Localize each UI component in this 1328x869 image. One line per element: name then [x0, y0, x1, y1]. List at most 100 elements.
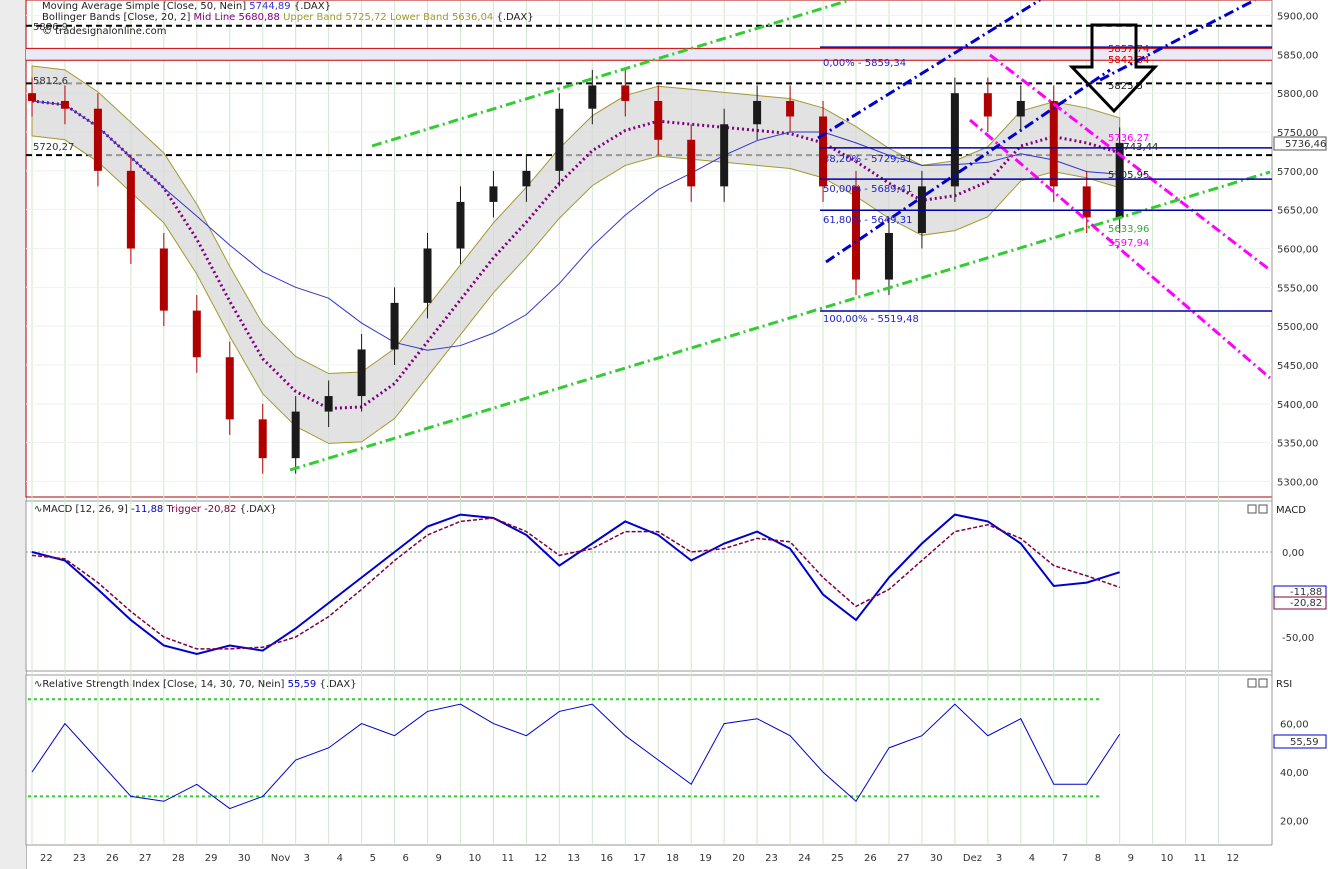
candle-body: [753, 100, 762, 125]
candle-body: [819, 116, 828, 187]
time-tick-label: 10: [468, 853, 481, 864]
candle-body: [324, 396, 333, 412]
time-tick-label: 5: [370, 853, 376, 864]
candle-body: [225, 357, 234, 420]
candle-body: [1049, 100, 1058, 187]
price-mark-1: 5857,74: [1108, 44, 1149, 55]
macd-header: ∿MACD [12, 26, 9] -11,88 Trigger -20,82 …: [34, 504, 277, 515]
left-label-2: 5886,9: [33, 22, 68, 33]
macd-trigger-line: [31, 517, 1120, 650]
blue-channel-upper: [817, 0, 1041, 140]
time-tick-label: 25: [831, 853, 844, 864]
candle-body: [126, 170, 135, 249]
macd-tick-label: -50,00: [1282, 633, 1314, 644]
candle-body: [60, 100, 69, 109]
candle-body: [258, 419, 267, 459]
macd-axis-title: MACD: [1276, 505, 1306, 516]
candle-body: [555, 108, 564, 171]
time-tick-label: 4: [337, 853, 343, 864]
svg-text:-20,82: -20,82: [1290, 598, 1322, 609]
last-macd-badge: -11,88: [1273, 585, 1327, 599]
sma-header: Moving Average Simple [Close, 50, Nein] …: [42, 1, 331, 12]
candle-body: [654, 100, 663, 140]
svg-text:55,59: 55,59: [1290, 737, 1319, 748]
candle-body: [357, 349, 366, 397]
magenta-channel-upper: [989, 53, 1271, 272]
time-tick-label: 8: [1095, 853, 1101, 864]
time-tick-label: 12: [534, 853, 547, 864]
time-tick-label: 3: [996, 853, 1002, 864]
last-trigger-badge: -20,82: [1273, 596, 1327, 610]
time-tick-label: Dez: [963, 853, 982, 864]
time-tick-label: Nov: [271, 853, 291, 864]
axis-layer: 22 23 26 27 28 29 30 Nov 3 4 5 6 9 10 11 12 13 16 17 18 19 20…: [40, 12, 1318, 864]
time-tick-label: 23: [73, 853, 86, 864]
time-tick-label: 6: [403, 853, 409, 864]
time-tick-label: 18: [666, 853, 679, 864]
price-tick-label: 5550,00: [1277, 283, 1318, 294]
candle-body: [588, 85, 597, 109]
rsi-axis-title: RSI: [1276, 679, 1292, 690]
price-tick-label: 5400,00: [1277, 400, 1318, 411]
time-tick-label: 30: [238, 853, 251, 864]
candle-body: [522, 170, 531, 187]
fib-label-100: 100,00% - 5519,48: [823, 314, 919, 325]
resistance-zone: [26, 48, 1272, 61]
time-tick-label: 19: [699, 853, 712, 864]
price-mark-6: 5705,95: [1108, 170, 1149, 181]
price-tick-label: 5900,00: [1277, 12, 1318, 23]
time-tick-label: 26: [864, 853, 877, 864]
price-tick-label: 5600,00: [1277, 245, 1318, 256]
candle-body: [1115, 142, 1124, 218]
time-tick-label: 9: [1128, 853, 1134, 864]
price-tick-label: 5500,00: [1277, 322, 1318, 333]
down-arrow-drawing: [1068, 23, 1159, 114]
macd-layer: [26, 513, 1272, 656]
grid: [26, 1, 1272, 845]
time-tick-label: 23: [765, 853, 778, 864]
time-tick-label: 13: [567, 853, 580, 864]
time-tick-label: 11: [501, 853, 514, 864]
rsi-panel-controls[interactable]: [1247, 678, 1268, 688]
price-mark-7: 5633,96: [1108, 224, 1149, 235]
candle-body: [390, 302, 399, 350]
time-tick-label: 20: [732, 853, 745, 864]
fib-label-0: 0,00% - 5859,34: [823, 58, 906, 69]
last-price-badge: 5736,46: [1273, 136, 1327, 151]
candle-body: [1082, 186, 1091, 218]
sma-line: [31, 100, 1120, 351]
price-tick-label: 5750,00: [1277, 128, 1318, 139]
left-label-3: 5720,27: [33, 142, 74, 153]
watermark: © tradesignalonline.com: [42, 26, 166, 37]
price-layer: [26, 0, 1272, 474]
candle-body: [852, 186, 860, 280]
time-tick-label: 22: [40, 853, 53, 864]
candle-body: [950, 93, 959, 187]
candle-body: [456, 201, 465, 249]
candle-body: [159, 248, 168, 311]
candle-body: [423, 248, 432, 303]
green-channel-upper: [371, 0, 851, 148]
time-tick-label: 11: [1194, 853, 1207, 864]
candle-body: [291, 411, 300, 459]
svg-text:5736,46: 5736,46: [1285, 139, 1326, 150]
time-tick-label: 28: [172, 853, 185, 864]
macd-panel-controls[interactable]: [1247, 504, 1268, 514]
fib-label-618: 61,80% - 5649,31: [823, 215, 912, 226]
last-rsi-badge: 55,59: [1273, 734, 1327, 749]
svg-text:-11,88: -11,88: [1290, 587, 1322, 598]
time-tick-label: 4: [1029, 853, 1035, 864]
time-tick-label: 26: [106, 853, 119, 864]
time-tick-label: 7: [1062, 853, 1068, 864]
rsi-tick-label: 20,00: [1280, 817, 1309, 828]
bb-header: Bollinger Bands [Close, 20, 2] Mid Line …: [42, 12, 534, 23]
magenta-channel-lower: [969, 118, 1271, 380]
price-tick-label: 5850,00: [1277, 50, 1318, 61]
time-tick-label: 10: [1161, 853, 1174, 864]
rsi-layer: [28, 698, 1121, 810]
time-tick-label: 24: [798, 853, 811, 864]
fib-label-50: 50,00% - 5689,41: [823, 184, 912, 195]
candle-body: [786, 100, 795, 117]
price-mark-2: 5842,34: [1108, 55, 1149, 66]
